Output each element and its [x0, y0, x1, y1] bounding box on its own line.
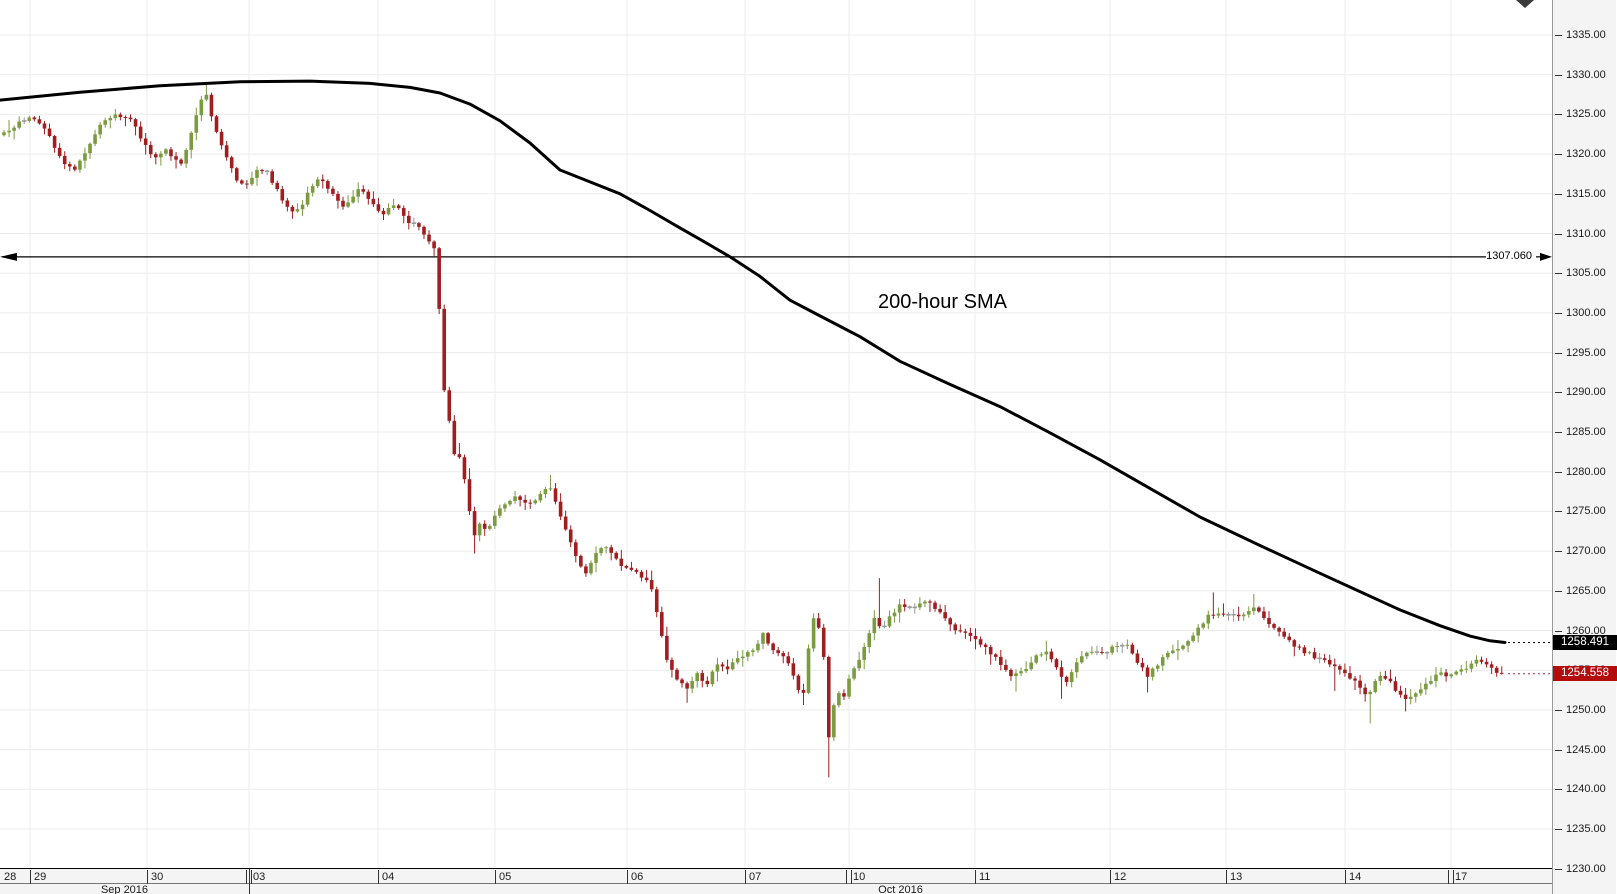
- weekend-gap-tick: [1453, 870, 1454, 884]
- price-tick-label: 1330.00: [1566, 68, 1606, 81]
- day-tick: [30, 870, 31, 884]
- day-tick: [378, 870, 379, 884]
- day-tick: [1226, 870, 1227, 884]
- day-tick: [1448, 870, 1449, 884]
- price-tick: [1555, 154, 1562, 156]
- day-label: 10: [853, 871, 866, 883]
- price-tick: [1555, 35, 1562, 36]
- sma-line: [0, 79, 1507, 644]
- price-tick-label: 1310.00: [1566, 227, 1606, 240]
- price-tick: [1555, 868, 1562, 870]
- weekend-gap-tick: [251, 870, 252, 884]
- price-tick: [1555, 233, 1562, 235]
- day-label: 04: [382, 871, 395, 883]
- price-tick: [1555, 432, 1562, 433]
- price-tick-label: 1315.00: [1566, 187, 1606, 200]
- price-tick-label: 1290.00: [1566, 386, 1606, 399]
- price-tick-label: 1235.00: [1566, 823, 1606, 835]
- price-tick: [1555, 789, 1562, 791]
- price-tick: [1555, 471, 1562, 473]
- candles-series: [2, 82, 1504, 778]
- day-tick: [246, 870, 247, 884]
- last-price-tag: 1254.558: [1553, 666, 1617, 682]
- time-axis-separator: [0, 883, 1552, 884]
- horizontal-line-1307[interactable]: [0, 252, 1552, 261]
- sma-label: 200-hour SMA: [878, 291, 1007, 313]
- price-tick-label: 1295.00: [1566, 346, 1606, 359]
- price-tick: [1555, 709, 1562, 711]
- day-tick: [147, 870, 148, 884]
- price-tick: [1555, 590, 1562, 592]
- day-label: 03: [253, 871, 266, 883]
- month-label: Sep 2016: [100, 884, 149, 894]
- day-label: 28: [4, 871, 17, 883]
- price-tick-label: 1285.00: [1566, 426, 1606, 438]
- day-label: 14: [1349, 871, 1362, 883]
- price-tick-label: 1300.00: [1566, 306, 1606, 319]
- price-tick: [1555, 392, 1562, 394]
- weekend-gap-tick: [851, 870, 852, 884]
- day-label: 30: [151, 871, 164, 883]
- day-label: 29: [34, 871, 47, 883]
- price-tick-label: 1280.00: [1566, 465, 1606, 478]
- month-label: Oct 2016: [878, 884, 923, 894]
- price-tick-label: 1305.00: [1566, 267, 1606, 280]
- price-tick: [1555, 193, 1562, 195]
- day-tick: [627, 870, 628, 884]
- day-tick: [745, 870, 746, 884]
- day-label: 13: [1230, 871, 1243, 883]
- day-label: 05: [499, 871, 512, 883]
- scroll-marker-icon: [1516, 0, 1534, 8]
- price-tick: [1555, 312, 1562, 314]
- price-tick: [1555, 273, 1562, 275]
- price-tick: [1555, 511, 1562, 513]
- hline-price-label: 1307.060: [1486, 249, 1532, 262]
- gridlines: [0, 0, 1552, 870]
- day-tick: [1345, 870, 1346, 884]
- month-divider: [249, 869, 250, 894]
- price-tag-connectors: [1508, 641, 1552, 675]
- price-tick-label: 1230.00: [1566, 862, 1606, 875]
- time-axis[interactable]: 28 29 30 03 04 05 06 07 10 11 12 13 14 17 Sep 2016 Oct …: [0, 868, 1552, 894]
- price-tick-label: 1260.00: [1566, 624, 1606, 637]
- price-tick-label: 1320.00: [1566, 148, 1606, 161]
- price-tick: [1555, 74, 1562, 76]
- day-label: 11: [979, 871, 991, 883]
- price-tick-label: 1265.00: [1566, 584, 1606, 597]
- day-tick: [495, 870, 496, 884]
- price-axis[interactable]: 1335.00 1330.00 1325.00 1320.00 1315.00 1310.…: [1552, 0, 1616, 894]
- price-tick: [1555, 829, 1562, 830]
- price-tick-label: 1335.00: [1566, 29, 1606, 41]
- price-tick-label: 1250.00: [1566, 703, 1606, 716]
- price-tick-label: 1240.00: [1566, 783, 1606, 796]
- price-tick-label: 1245.00: [1566, 743, 1606, 756]
- price-tick: [1555, 352, 1562, 354]
- price-tick-label: 1270.00: [1566, 545, 1606, 558]
- day-tick: [1110, 870, 1111, 884]
- price-tick: [1555, 114, 1562, 116]
- price-tick-label: 1275.00: [1566, 505, 1606, 518]
- day-label: 07: [749, 871, 762, 883]
- day-label: 17: [1455, 871, 1468, 883]
- day-label: 12: [1114, 871, 1127, 883]
- day-label: 06: [631, 871, 644, 883]
- day-tick: [975, 870, 976, 884]
- price-tick: [1555, 551, 1562, 553]
- day-tick: [846, 870, 847, 884]
- price-tick-label: 1325.00: [1566, 108, 1606, 121]
- sma-price-tag: 1258.491: [1553, 634, 1617, 650]
- price-tick: [1555, 749, 1562, 751]
- price-tick: [1555, 630, 1562, 632]
